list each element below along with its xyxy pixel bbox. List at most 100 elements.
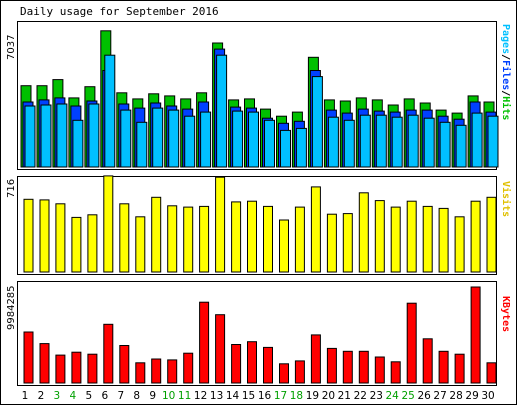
x-tick-label: 22 — [354, 390, 367, 402]
kbytes-bar — [183, 352, 194, 384]
kbytes-bar — [279, 363, 289, 384]
kbytes-bar — [310, 334, 321, 384]
pages-bar — [264, 119, 275, 168]
pages-bar — [343, 119, 355, 168]
pages-bar — [56, 103, 68, 168]
x-tick-label: 27 — [433, 390, 446, 402]
x-tick-label: 15 — [242, 390, 255, 402]
hits-ymax-label: 7037 — [6, 35, 17, 60]
pages-bar — [391, 116, 403, 168]
x-tick-label: 20 — [322, 390, 335, 402]
visits-bar — [406, 200, 417, 273]
visits-bar — [263, 205, 273, 273]
pages-bar — [72, 119, 84, 168]
visits-bar — [470, 200, 481, 273]
visits-bar — [342, 213, 353, 273]
pages-bar — [184, 115, 196, 168]
kbytes-bar — [422, 338, 433, 384]
pages-bar — [455, 124, 467, 168]
visits-bar — [247, 200, 257, 273]
visits-ymax-label: 716 — [6, 179, 17, 198]
kbytes-bar — [294, 360, 305, 384]
visits-bar — [279, 219, 289, 273]
x-tick-label: 28 — [449, 390, 462, 402]
x-tick-label: 8 — [133, 390, 140, 402]
visits-bar — [294, 206, 305, 273]
x-tick-label: 7 — [117, 390, 124, 402]
visits-bar — [87, 214, 98, 273]
visits-bar — [135, 216, 146, 273]
pages-bar — [327, 116, 339, 168]
x-tick-label: 16 — [258, 390, 272, 402]
kbytes-bar — [374, 356, 385, 384]
kbytes-bar — [486, 362, 497, 384]
kbytes-bar — [326, 347, 337, 384]
visits-bar — [358, 192, 369, 273]
pages-bar — [152, 107, 164, 168]
x-tick-label: 10 — [162, 390, 175, 402]
visits-bar — [486, 196, 497, 273]
visits-bar — [167, 205, 178, 273]
x-tick-label: 17 — [274, 390, 287, 402]
kbytes-bar — [247, 341, 257, 384]
visits-bar — [374, 200, 385, 273]
pages-bar — [295, 127, 307, 168]
kbytes-bar — [215, 314, 226, 384]
kbytes-bar — [71, 351, 82, 384]
visits-bar — [183, 206, 194, 273]
pages-bar — [439, 121, 451, 168]
legend-files: Files — [500, 60, 512, 90]
visits-bar — [55, 203, 66, 273]
visits-bar — [326, 213, 337, 273]
visits-bar — [151, 196, 162, 273]
kbytes-bar — [167, 359, 178, 384]
kbytes-bar — [23, 331, 34, 384]
chart-title: Daily usage for September 2016 — [20, 5, 219, 18]
visits-bar — [215, 176, 226, 273]
x-tick-label: 2 — [38, 390, 45, 402]
pages-bar — [232, 110, 244, 168]
kbytes-bar — [103, 323, 114, 384]
x-tick-label: 6 — [101, 390, 108, 402]
kbytes-bar — [119, 345, 130, 384]
x-tick-label: 21 — [338, 390, 351, 402]
x-tick-label: 11 — [178, 390, 191, 402]
visits-bar — [454, 216, 465, 273]
x-tick-label: 26 — [418, 390, 432, 402]
x-tick-label: 18 — [290, 390, 303, 402]
kbytes-bar — [151, 358, 162, 384]
kbytes-ymax-label: 9984285 — [6, 285, 17, 330]
x-tick-label: 24 — [386, 390, 400, 402]
pages-bar — [120, 109, 132, 168]
pages-bar — [168, 109, 180, 168]
kbytes-bar — [358, 350, 369, 384]
kbytes-bar — [199, 301, 210, 384]
pages-bar — [375, 114, 387, 168]
x-tick-label: 25 — [402, 390, 415, 402]
kbytes-bar — [438, 350, 449, 384]
visits-legend: Visits — [500, 181, 512, 217]
kbytes-bar — [39, 343, 50, 384]
visits-bar — [119, 203, 130, 273]
x-tick-label: 12 — [194, 390, 207, 402]
visits-bar — [103, 175, 114, 273]
legend-sep-2: / — [500, 90, 511, 96]
kbytes-bar — [406, 302, 417, 384]
visits-bar — [71, 216, 82, 273]
x-tick-label: 1 — [22, 390, 29, 402]
legend-pages: Pages — [500, 24, 511, 54]
x-tick-labels: 1 2 3 4 5 6 7 8 9 10 11 12 13 14 15 16 17 18 19 20 21 22 23 24 2… — [22, 390, 495, 402]
visits-bar — [39, 199, 50, 273]
visits-bar — [231, 201, 242, 273]
pages-bar — [359, 114, 371, 168]
hits-legend: Pages/Files/Hits — [500, 24, 512, 120]
pages-bar — [280, 129, 291, 168]
x-tick-label: 9 — [149, 390, 156, 402]
visits-bar — [23, 198, 34, 273]
visits-bar — [310, 186, 321, 273]
pages-bar — [136, 121, 148, 168]
pages-bar — [216, 54, 228, 168]
kbytes-bar — [470, 286, 481, 384]
